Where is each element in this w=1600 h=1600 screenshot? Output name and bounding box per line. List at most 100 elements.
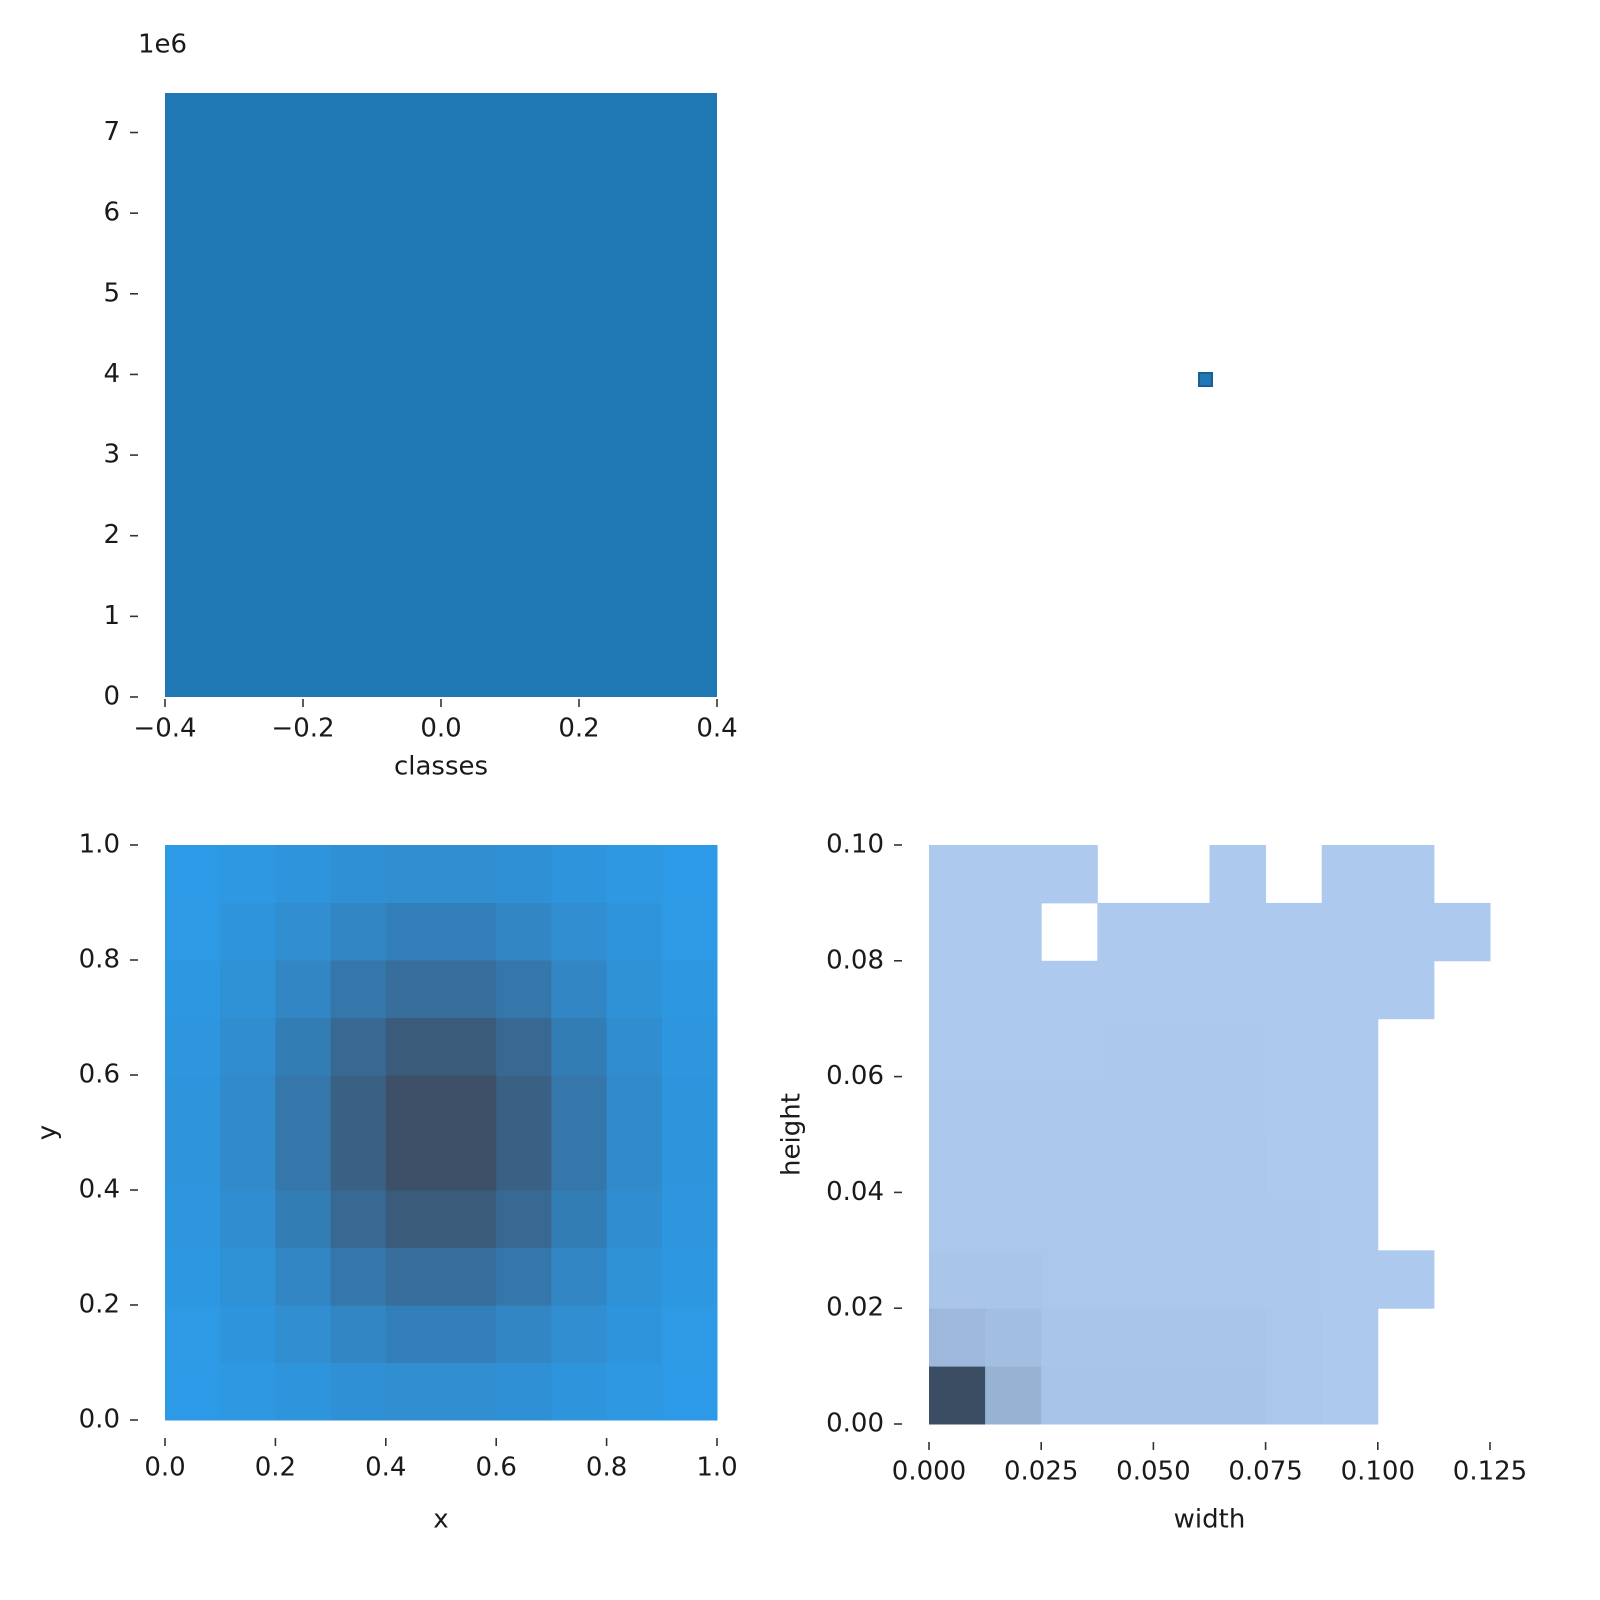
hist2d-cell [1153,1308,1210,1367]
hist2d-cell [1041,1308,1098,1367]
y-tick-label: 0.4 [79,1175,120,1205]
hist2d-cell [661,1362,718,1421]
hist2d-cell [661,1247,718,1306]
hist2d-cell [385,845,442,903]
hist2d-cell [1209,1134,1267,1193]
y-offset-label: 1e6 [138,30,187,60]
hist2d-cell [1321,902,1379,962]
hist2d-cell [1209,902,1267,962]
hist2d-cell [330,1190,387,1248]
y-tick-label: 0.06 [826,1061,884,1091]
hist2d-cell [985,1250,1042,1309]
hist2d-cell [985,960,1042,1020]
hist2d-cell [551,1132,608,1191]
hist2d-cell [1097,1192,1154,1251]
hist2d-cell [551,902,608,961]
hist2d-cell [929,1308,986,1367]
hist2d-cell [606,845,663,903]
hist2d-cell [496,960,552,1018]
hist2d-cell [606,1132,663,1191]
hist2d-cell [985,1366,1042,1425]
hist2d-cell [165,1075,221,1133]
hist2d-cell [1097,1076,1154,1135]
y-tick-label: 0.00 [826,1409,884,1439]
hist2d-cell [165,902,221,961]
hist2d-cell [1321,845,1379,904]
hist2d-cell [385,960,442,1018]
hist2d-cell [441,960,497,1018]
hist2d-cell [661,1075,718,1133]
hist2d-cell [385,1190,442,1248]
hist2d-cell [1265,1308,1323,1367]
hist2d-cell [1209,1308,1267,1367]
hist2d-cell [165,845,221,903]
hist2d-cell [330,960,387,1018]
hist2d-cell [441,1362,497,1421]
hist2d-cell [1209,1192,1267,1251]
y-tick-label: 0 [103,682,120,712]
hist2d-cell [551,1017,608,1076]
hist2d-cell [220,845,276,903]
hist2d-cell [220,1305,276,1363]
hist2d-cell [1265,1076,1323,1135]
hist2d-cell [165,960,221,1018]
x-tick-label: 0.125 [1453,1457,1527,1487]
hist2d-cell [165,1247,221,1306]
hist2d-cell [1041,1192,1098,1251]
hist2d-cell [1153,1076,1210,1135]
hist2d-cell [985,1308,1042,1367]
hist2d-cell [441,1305,497,1363]
y-tick-label: 1 [103,601,120,631]
y-tick-label: 1.0 [79,830,120,860]
hist2d-cell [929,845,986,904]
hist2d-cell [985,1018,1042,1078]
y-tick-label: 3 [103,440,120,470]
hist2d-cell [496,1247,552,1306]
hist2d-cell [441,1132,497,1191]
hist2d-cell [275,1190,332,1248]
hist2d-cell [330,1305,387,1363]
hist2d-cell [496,1017,552,1076]
hist2d-cell [1265,1366,1323,1425]
y-tick-label: 5 [103,278,120,308]
hist2d-cell [1097,1134,1154,1193]
hist2d-cell [985,1134,1042,1193]
hist2d-cell [275,960,332,1018]
hist2d-cell [985,1192,1042,1251]
y-axis-label: y [33,1125,63,1140]
y-tick-label: 0.10 [826,830,884,860]
hist2d-cell [385,1362,442,1421]
y-tick-label: 0.02 [826,1293,884,1323]
hist2d-cell [385,1075,442,1133]
hist2d-cell [1321,1134,1379,1193]
hist2d-cell [551,1305,608,1363]
hist2d-cell [275,1075,332,1133]
hist2d-cell [1265,1134,1323,1193]
hist2d-cell [1377,960,1435,1020]
hist2d-cell [496,1075,552,1133]
hist2d-cell [330,1247,387,1306]
x-tick-label: 1.0 [696,1453,737,1483]
hist2d-cell [1097,1018,1154,1078]
hist2d-cell [929,1076,986,1135]
hist2d-cell [1265,902,1323,962]
y-tick-label: 7 [103,117,120,147]
hist2d-cell [929,960,986,1020]
hist2d-cell [606,1017,663,1076]
hist2d-cell [929,1134,986,1193]
hist2d-cell [1097,1308,1154,1367]
hist2d-cell [606,1362,663,1421]
hist2d-cell [1433,902,1491,962]
hist2d-cell [1321,1250,1379,1309]
x-axis-label: width [1174,1505,1246,1535]
hist2d-cell [1209,845,1267,904]
hist2d-cell [1209,1366,1267,1425]
hist2d-cell [1041,1134,1098,1193]
hist2d-cell [1041,960,1098,1020]
hist2d-cell [1153,960,1210,1020]
hist2d-cell [1265,960,1323,1020]
hist2d-cell [385,1247,442,1306]
hist2d-cell [385,902,442,961]
y-tick-label: 0.04 [826,1177,884,1207]
